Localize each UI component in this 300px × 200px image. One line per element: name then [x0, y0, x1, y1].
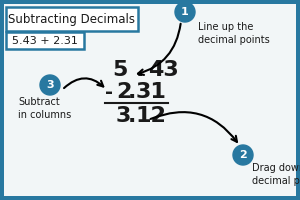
Text: .: . — [136, 60, 144, 80]
Text: Subtracting Decimals: Subtracting Decimals — [8, 12, 136, 25]
Circle shape — [40, 75, 60, 95]
Text: Drag down the
decimal points: Drag down the decimal points — [252, 163, 300, 186]
Text: .: . — [128, 82, 136, 102]
Text: 5: 5 — [112, 60, 128, 80]
Circle shape — [175, 2, 195, 22]
Text: 3: 3 — [46, 80, 54, 90]
Text: 2: 2 — [239, 150, 247, 160]
FancyBboxPatch shape — [6, 32, 84, 49]
FancyBboxPatch shape — [6, 7, 138, 31]
Text: Subtract
in columns: Subtract in columns — [18, 97, 71, 120]
Text: Line up the
decimal points: Line up the decimal points — [198, 22, 270, 45]
Text: 2: 2 — [116, 82, 131, 102]
Text: 43: 43 — [148, 60, 179, 80]
Text: 31: 31 — [136, 82, 167, 102]
Text: 12: 12 — [136, 106, 167, 126]
Text: .: . — [128, 106, 136, 126]
Circle shape — [233, 145, 253, 165]
Text: -: - — [105, 82, 113, 102]
FancyBboxPatch shape — [4, 4, 296, 196]
Text: 3: 3 — [116, 106, 131, 126]
Text: 1: 1 — [181, 7, 189, 17]
Text: 5.43 + 2.31: 5.43 + 2.31 — [12, 36, 78, 46]
